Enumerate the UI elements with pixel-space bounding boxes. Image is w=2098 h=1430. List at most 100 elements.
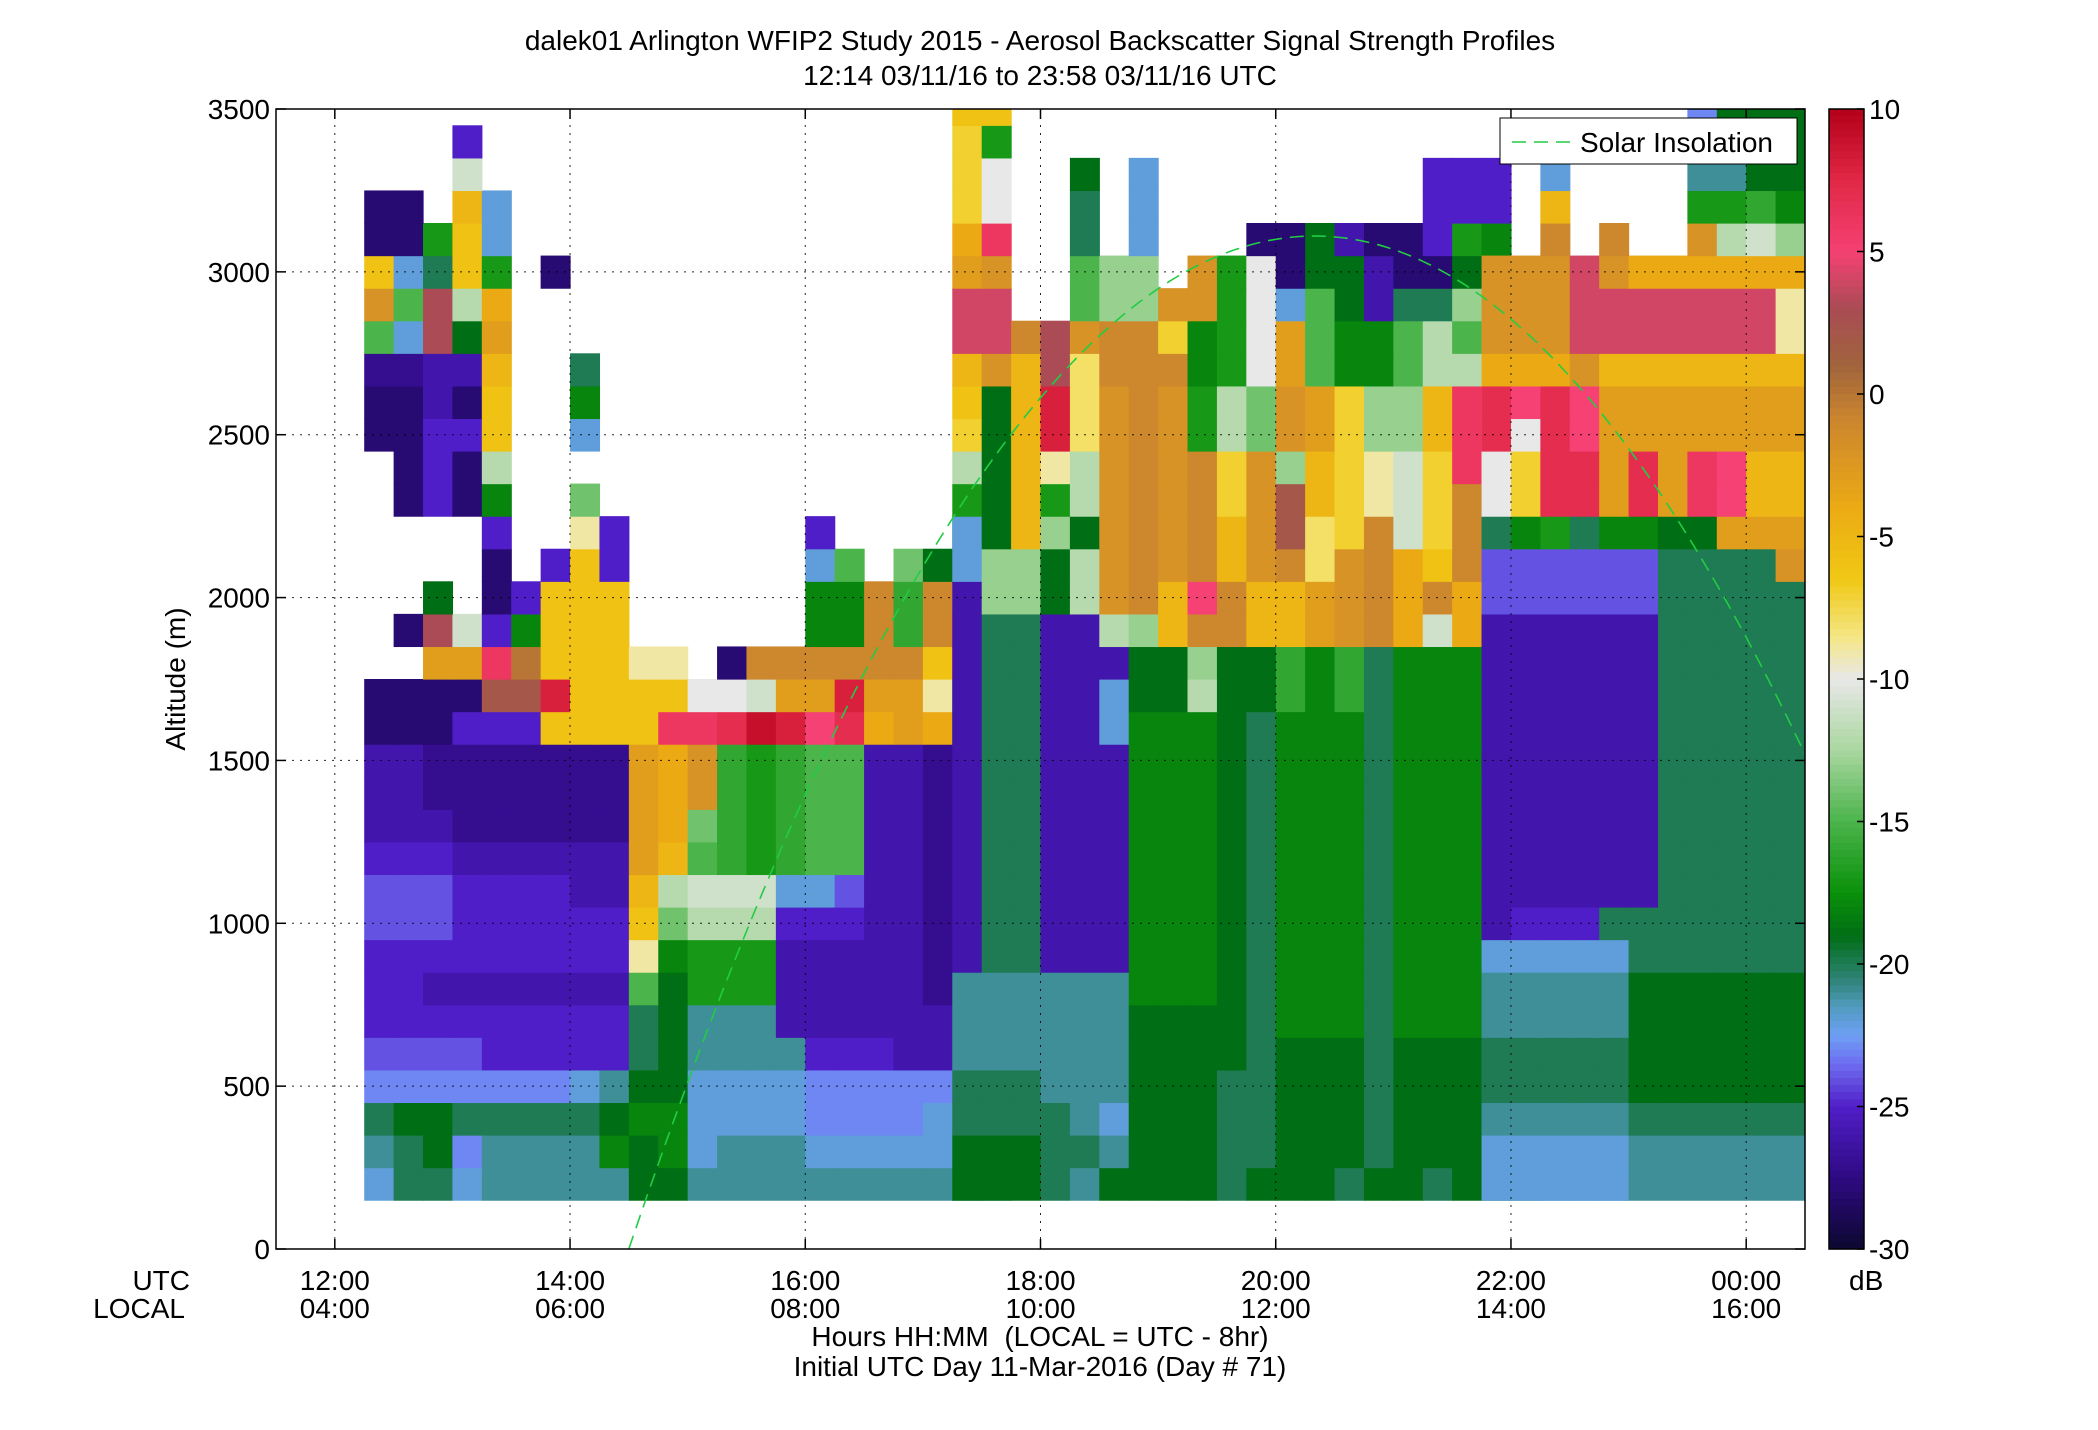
heat-cell-p2-r11-c7 bbox=[1687, 809, 1718, 843]
heat-cell-p2-r1-c2 bbox=[1540, 1135, 1571, 1169]
heat-cell-p1-r22-c13 bbox=[1334, 451, 1365, 485]
heat-cell-p1-r12-c14 bbox=[1363, 776, 1394, 810]
heat-cell-p0-r17-c18 bbox=[893, 613, 924, 648]
heat-cell-p1-r19-c16 bbox=[1422, 548, 1453, 582]
heat-cell-p0-r12-c12 bbox=[717, 776, 748, 810]
colorbar-swatch bbox=[1829, 1085, 1864, 1093]
heat-cell-p2-r2-c10 bbox=[1775, 1102, 1805, 1136]
heat-cell-p1-r11-c8 bbox=[1187, 809, 1218, 843]
colorbar-swatch bbox=[1829, 935, 1864, 944]
heat-cell-p0-r5-c13 bbox=[746, 1004, 777, 1038]
heat-cell-p0-r1-c11 bbox=[687, 1135, 718, 1169]
heat-cell-p2-r19-c2 bbox=[1540, 548, 1571, 582]
heat-cell-p0-r13-c8 bbox=[599, 744, 630, 778]
colorbar-swatch bbox=[1829, 251, 1864, 260]
heat-cell-p1-r20-c4 bbox=[1069, 516, 1100, 550]
heat-cell-p2-r17-c0 bbox=[1481, 613, 1512, 648]
heat-cell-p0-r30-c4 bbox=[481, 190, 512, 224]
heat-cell-p1-r20-c11 bbox=[1275, 516, 1306, 550]
heat-cell-p1-r30-c16 bbox=[1422, 190, 1453, 224]
heat-cell-p1-r21-c11 bbox=[1275, 483, 1306, 517]
colorbar-swatch bbox=[1829, 1113, 1864, 1122]
heat-cell-p1-r1-c13 bbox=[1334, 1135, 1365, 1169]
heat-cell-p2-r25-c5 bbox=[1628, 353, 1659, 387]
heat-cell-p0-r5-c14 bbox=[775, 1004, 806, 1038]
heat-cell-p2-r21-c1 bbox=[1510, 483, 1541, 517]
heat-cell-p2-r5-c8 bbox=[1716, 1004, 1747, 1038]
colorbar-swatch bbox=[1829, 964, 1864, 972]
heat-cell-p0-r6-c11 bbox=[687, 972, 718, 1006]
heat-cell-p0-r8-c8 bbox=[599, 907, 630, 941]
heat-cell-p2-r2-c4 bbox=[1599, 1102, 1630, 1136]
heat-cell-p1-r19-c4 bbox=[1069, 548, 1100, 582]
heat-cell-p2-r6-c7 bbox=[1687, 972, 1718, 1006]
heat-cell-p2-r2-c0 bbox=[1481, 1102, 1512, 1136]
heat-cell-p1-r22-c7 bbox=[1158, 451, 1189, 485]
colorbar-swatch bbox=[1829, 1042, 1864, 1051]
heat-cell-p2-r12-c3 bbox=[1569, 776, 1600, 810]
colorbar-swatch bbox=[1829, 871, 1864, 880]
heat-cell-p1-r11-c11 bbox=[1275, 809, 1306, 843]
x-tick-label-utc: 18:00 bbox=[1005, 1265, 1075, 1296]
heat-cell-p0-r15-c17 bbox=[864, 679, 895, 713]
heat-cell-p1-r2-c12 bbox=[1305, 1102, 1336, 1136]
heat-cell-p1-r20-c9 bbox=[1216, 516, 1247, 550]
heat-cell-p0-r20-c8 bbox=[599, 516, 630, 550]
heat-cell-p1-r20-c12 bbox=[1305, 516, 1336, 550]
heat-cell-p0-r15-c15 bbox=[805, 679, 836, 713]
heat-cell-p0-r13-c1 bbox=[393, 744, 424, 778]
heat-cell-p2-r17-c13 bbox=[1864, 614, 1894, 647]
heat-cell-p1-r22-c16 bbox=[1422, 451, 1453, 485]
heat-cell-p0-r8-c2 bbox=[423, 907, 454, 941]
heat-cell-p0-r2-c15 bbox=[805, 1102, 836, 1136]
heat-cell-p1-r21-c9 bbox=[1216, 483, 1247, 517]
heat-cell-p1-r6-c10 bbox=[1246, 972, 1277, 1006]
heat-cell-p0-r26-c3 bbox=[452, 320, 483, 354]
heat-cell-p0-r9-c7 bbox=[570, 874, 601, 908]
colorbar-swatch bbox=[1829, 1206, 1864, 1214]
heat-cell-p1-r12-c16 bbox=[1422, 776, 1453, 810]
heat-cell-p0-r5-c2 bbox=[423, 1004, 454, 1038]
heat-cell-p2-r28-c6 bbox=[1657, 255, 1688, 289]
heat-cell-p2-r15-c5 bbox=[1628, 679, 1659, 713]
heat-cell-p1-r21-c3 bbox=[1040, 483, 1071, 517]
heat-cell-p2-r26-c5 bbox=[1628, 320, 1659, 354]
colorbar-swatch bbox=[1829, 123, 1864, 131]
heat-cell-p2-r16-c6 bbox=[1657, 646, 1688, 680]
heat-cell-p0-r6-c6 bbox=[540, 972, 571, 1006]
heat-cell-p0-r9-c12 bbox=[717, 874, 748, 908]
heat-cell-p2-r15-c1 bbox=[1510, 679, 1541, 713]
heat-cell-p1-r7-c12 bbox=[1305, 939, 1336, 973]
heat-cell-p1-r29-c0 bbox=[952, 223, 983, 257]
heat-cell-p2-r23-c0 bbox=[1481, 418, 1512, 452]
heat-cell-p1-r4-c0 bbox=[952, 1037, 983, 1071]
heat-cell-p1-r16-c14 bbox=[1363, 646, 1394, 680]
heat-cell-p2-r23-c4 bbox=[1599, 418, 1630, 452]
colorbar-swatch bbox=[1829, 686, 1864, 694]
heat-cell-p1-r17-c8 bbox=[1187, 613, 1218, 648]
heat-cell-p0-r0-c8 bbox=[599, 1167, 630, 1201]
heat-cell-p2-r21-c3 bbox=[1569, 483, 1600, 517]
heat-cell-p0-r14-c11 bbox=[687, 711, 718, 745]
colorbar-swatch bbox=[1829, 814, 1864, 823]
heat-cell-p1-r2-c2 bbox=[1011, 1102, 1042, 1136]
heat-cell-p0-r10-c7 bbox=[570, 841, 601, 876]
heat-cell-p0-r23-c4 bbox=[481, 418, 512, 452]
heat-cell-p2-r14-c0 bbox=[1481, 711, 1512, 745]
heat-cell-p1-r10-c13 bbox=[1334, 841, 1365, 876]
heat-cell-p2-r1-c13 bbox=[1864, 1135, 1894, 1168]
heat-cell-p1-r22-c3 bbox=[1040, 451, 1071, 485]
heat-cell-p2-r4-c0 bbox=[1481, 1037, 1512, 1071]
heat-cell-p0-r3-c13 bbox=[746, 1069, 777, 1104]
heat-cell-p0-r10-c11 bbox=[687, 841, 718, 876]
heat-cell-p1-r15-c5 bbox=[1099, 679, 1130, 713]
colorbar-swatch bbox=[1829, 978, 1864, 986]
heat-cell-p1-r0-c8 bbox=[1187, 1167, 1218, 1201]
heat-cell-p0-r2-c3 bbox=[452, 1102, 483, 1136]
heat-cell-p1-r5-c16 bbox=[1422, 1004, 1453, 1038]
heat-cell-p2-r12-c6 bbox=[1657, 776, 1688, 810]
heat-cell-p2-r19-c7 bbox=[1687, 548, 1718, 582]
heat-cell-p2-r30-c8 bbox=[1716, 190, 1747, 224]
heat-cell-p1-r27-c10 bbox=[1246, 288, 1277, 322]
colorbar-swatch bbox=[1829, 1213, 1864, 1222]
